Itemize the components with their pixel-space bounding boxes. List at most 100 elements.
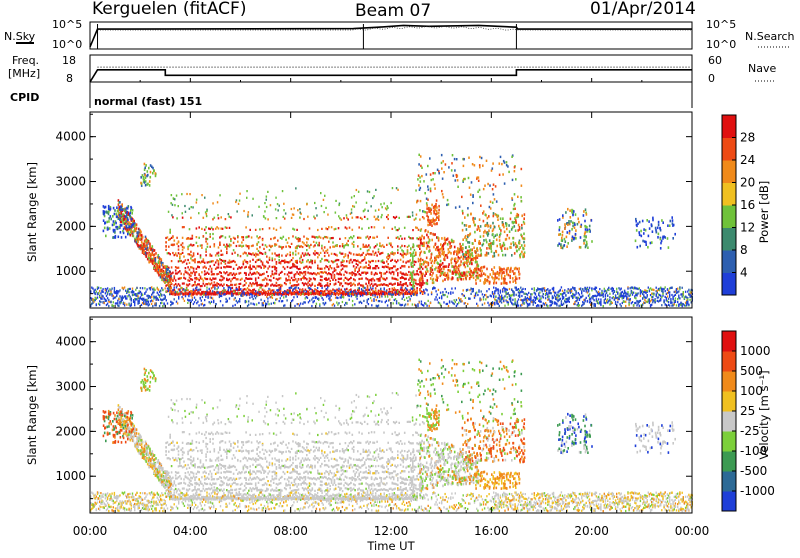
power-cell-4592 — [343, 296, 344, 298]
power-cell-3652 — [354, 206, 356, 208]
power-cell-4774 — [446, 291, 447, 293]
power-cell-3906 — [635, 220, 637, 223]
power-cell-659 — [265, 217, 267, 219]
power-cell-606 — [256, 282, 258, 284]
power-cell-989 — [314, 244, 316, 246]
power-cell-4419 — [246, 294, 247, 296]
power-cell-3567 — [428, 219, 430, 222]
power-cell-1091 — [329, 290, 331, 292]
power-cell-2726 — [438, 266, 440, 269]
power-cell-3536 — [431, 224, 433, 227]
power-cell-794 — [287, 242, 289, 244]
power-cell-2890 — [438, 252, 440, 255]
power-cell-1513 — [390, 272, 392, 274]
power-cell-3183 — [462, 222, 464, 225]
power-cell-2941 — [457, 252, 459, 255]
power-cell-3866 — [580, 225, 582, 228]
power-cell-2739 — [455, 257, 457, 260]
power-cell-4682 — [394, 287, 395, 289]
power-cell-1014 — [318, 268, 320, 270]
power-cell-3864 — [573, 237, 575, 240]
power-cell-165 — [190, 217, 192, 219]
power-cell-1522 — [392, 271, 394, 273]
power-cell-2957 — [458, 268, 460, 271]
power-cell-1613 — [403, 256, 405, 258]
power-cell-2896 — [433, 246, 435, 249]
power-cell-4071 — [118, 298, 119, 300]
power-cell-953 — [309, 254, 311, 256]
power-cell-1589 — [400, 272, 402, 274]
power-cell-807 — [289, 267, 291, 269]
power-cell-247 — [203, 261, 205, 263]
power-cell-615 — [258, 250, 260, 252]
power-cell-4690 — [398, 302, 399, 304]
power-cell-1037 — [321, 245, 323, 247]
power-cell-4922 — [507, 289, 508, 291]
power-cell-2615 — [459, 257, 461, 260]
power-cell-3442 — [521, 200, 523, 202]
power-cell-1157 — [339, 245, 341, 247]
power-cell-3857 — [564, 223, 566, 226]
power-cell-783 — [285, 246, 287, 248]
power-cell-2869 — [450, 259, 452, 262]
power-cell-4458 — [267, 301, 268, 303]
power-cell-4799 — [460, 301, 461, 303]
power-cell-1625 — [404, 265, 406, 267]
power-cell-660 — [265, 253, 267, 255]
power-cell-371 — [220, 250, 222, 252]
power-cell-208 — [197, 278, 199, 280]
power-cell-527 — [245, 226, 247, 228]
power-cell-3929 — [670, 220, 672, 223]
power-cell-1003 — [317, 272, 319, 274]
power-cell-1199 — [345, 226, 347, 228]
power-cell-4943 — [511, 302, 512, 304]
power-cell-1065 — [325, 236, 327, 238]
freq-left-tick-bottom: 8 — [66, 72, 73, 85]
power-cell-4445 — [260, 299, 261, 301]
power-cell-3613 — [266, 206, 268, 208]
power-cell-3603 — [217, 214, 219, 216]
power-cell-2681 — [428, 236, 430, 239]
power-cell-2495 — [125, 236, 127, 239]
power-cell-1273 — [356, 266, 358, 268]
power-cell-1685 — [414, 219, 416, 221]
power-cell-4196 — [146, 288, 147, 290]
power-cell-2168 — [138, 237, 140, 240]
power-cell-4035 — [110, 301, 111, 303]
power-cell-335 — [216, 252, 218, 254]
power-cell-3049 — [502, 244, 504, 247]
power-cell-3927 — [640, 230, 642, 233]
power-cell-1754 — [423, 217, 425, 219]
power-cell-3940 — [643, 228, 645, 231]
power-cell-3860 — [562, 247, 564, 250]
power-cell-2617 — [453, 266, 455, 269]
power-cell-2004 — [118, 203, 120, 206]
power-cell-3665 — [367, 190, 369, 192]
power-cell-2906 — [452, 277, 454, 280]
power-cell-1717 — [418, 245, 420, 247]
power-cell-2499 — [103, 205, 105, 208]
power-cell-2827 — [442, 262, 444, 265]
power-cell-1340 — [365, 277, 367, 279]
power-cell-2524 — [133, 223, 135, 226]
power-cell-536 — [247, 262, 249, 264]
power-cell-4619 — [359, 287, 360, 289]
power-cell-339 — [218, 283, 220, 285]
power-cell-1409 — [374, 226, 376, 228]
power-cell-4630 — [364, 287, 365, 289]
power-cell-4742 — [428, 294, 429, 296]
power-cell-1030 — [320, 260, 322, 262]
power-cell-3937 — [674, 233, 676, 236]
power-cell-2552 — [410, 262, 412, 265]
power-cell-8 — [165, 246, 167, 248]
power-cell-387 — [223, 244, 225, 246]
power-cell-2971 — [469, 274, 471, 277]
power-cell-4040 — [111, 304, 112, 306]
power-cell-3499 — [451, 162, 453, 164]
power-cell-3542 — [426, 207, 428, 210]
power-cell-368 — [220, 216, 222, 218]
power-cell-916 — [303, 284, 305, 286]
power-cell-595 — [255, 255, 257, 257]
power-cell-4354 — [209, 288, 210, 290]
power-cell-2527 — [114, 213, 116, 216]
